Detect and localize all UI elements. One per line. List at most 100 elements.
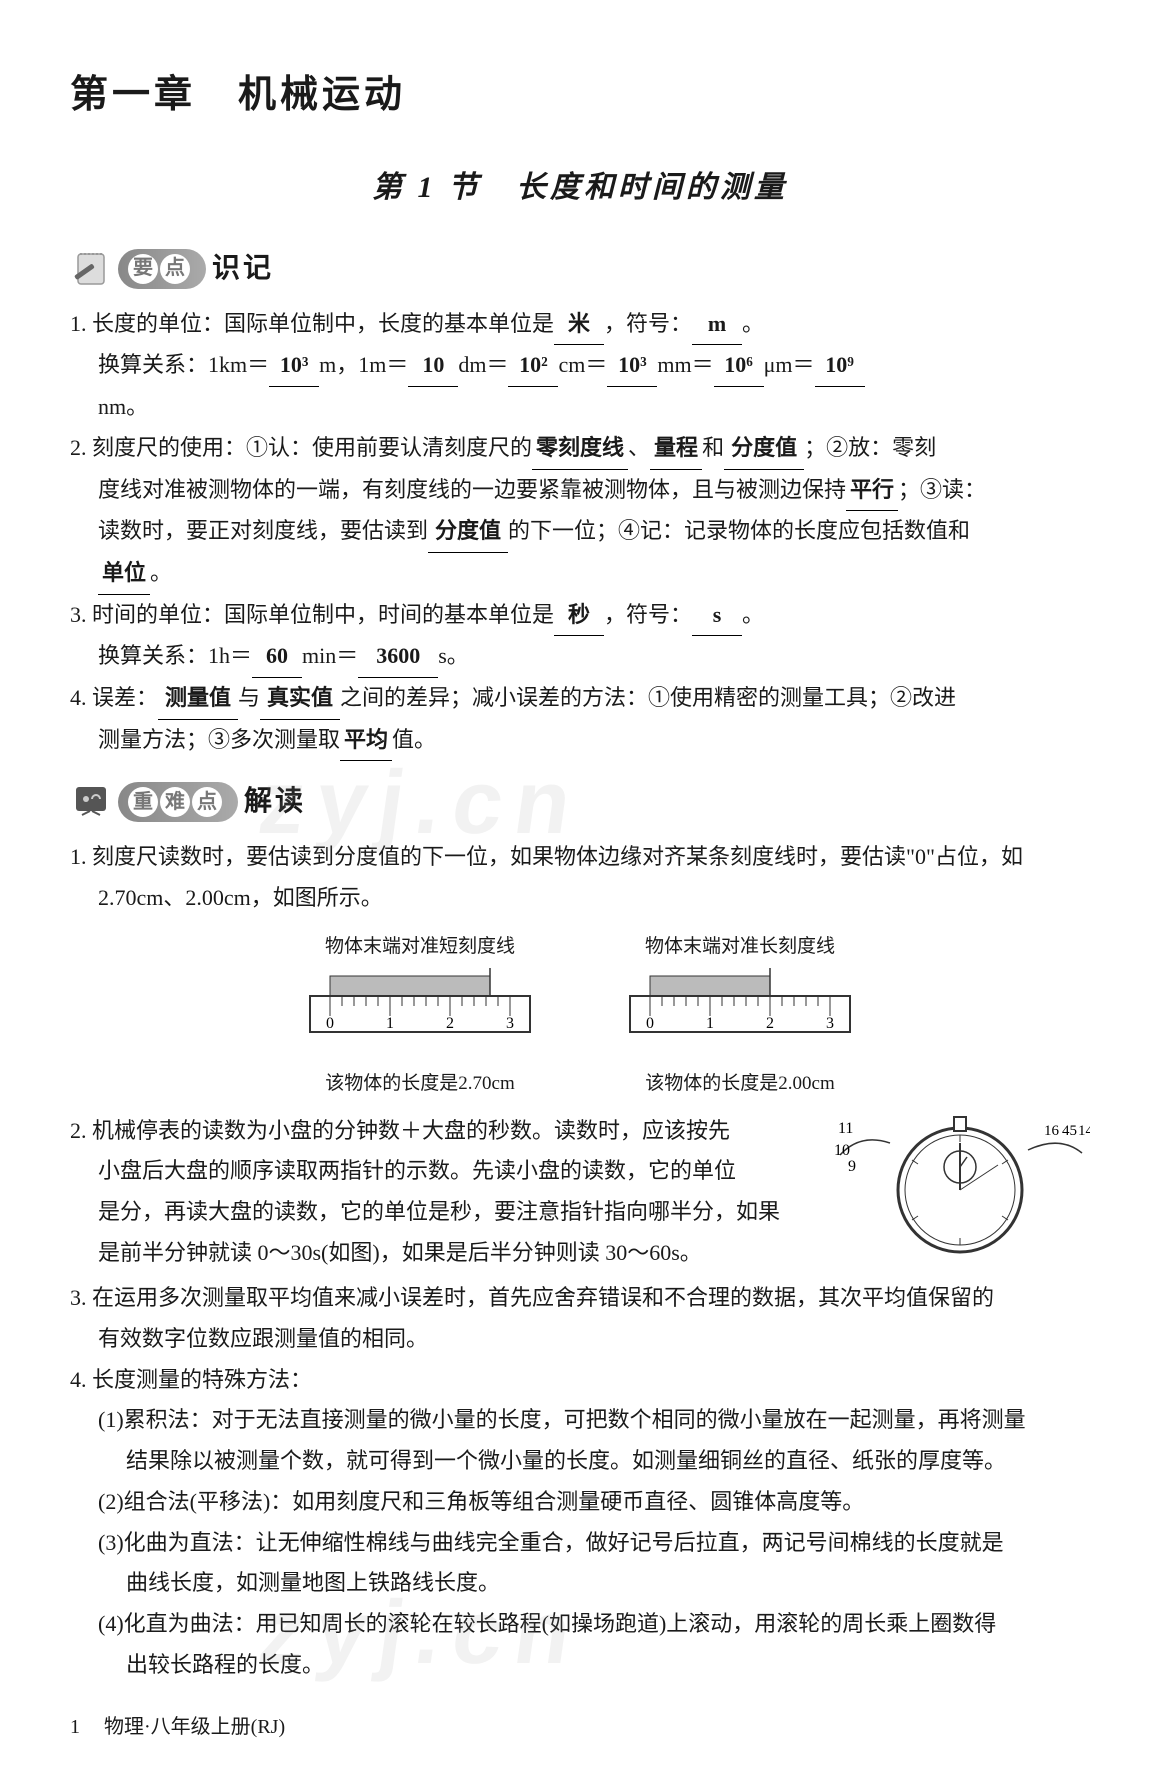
text: min＝ xyxy=(302,643,358,668)
memo-badge: 要 点 xyxy=(118,249,206,289)
notepad-icon xyxy=(70,248,112,290)
text: μm＝ xyxy=(764,352,815,377)
svg-text:1: 1 xyxy=(386,1015,394,1032)
blank: 10 xyxy=(408,345,458,387)
text: 出较长路程的长度。 xyxy=(126,1652,324,1677)
caption: 物体末端对准短刻度线 xyxy=(300,929,540,964)
text: (3)化曲为直法：让无伸缩性棉线与曲线完全重合，做好记号后拉直，两记号间棉线的长… xyxy=(98,1530,1004,1555)
blank: 量程 xyxy=(650,428,702,470)
text: 的下一位；④记：记录物体的长度应包括数值和 xyxy=(508,518,970,543)
text: ，符号： xyxy=(604,311,692,336)
text: 3. 时间的单位：国际单位制中，时间的基本单位是 xyxy=(70,602,554,627)
text: cm＝ xyxy=(558,352,607,377)
svg-text:0: 0 xyxy=(326,1015,334,1032)
blank: s xyxy=(692,595,742,637)
text: 1. 刻度尺读数时，要估读到分度值的下一位，如果物体边缘对齐某条刻度线时，要估读… xyxy=(70,844,1023,869)
text: 曲线长度，如测量地图上铁路线长度。 xyxy=(126,1570,500,1595)
text: 值。 xyxy=(392,727,436,752)
footer-text: 物理·八年级上册(RJ) xyxy=(104,1709,285,1746)
key-header: 重 难 点 解读 xyxy=(70,779,1090,825)
text: ；②放：零刻 xyxy=(804,435,936,460)
badge-char: 要 xyxy=(128,254,158,284)
blank: 分度值 xyxy=(428,511,508,553)
caption: 物体末端对准长刻度线 xyxy=(620,929,860,964)
text: 是前半分钟就读 0～30s(如图)，如果是后半分钟则读 30～60s。 xyxy=(98,1240,702,1265)
svg-text:2: 2 xyxy=(766,1015,774,1032)
blank: 米 xyxy=(554,304,604,346)
text: (4)化直为曲法：用已知周长的滚轮在较长路程(如操场跑道)上滚动，用滚轮的周长乘… xyxy=(98,1611,996,1636)
text: 2. 机械停表的读数为小盘的分钟数＋大盘的秒数。读数时，应该按先 xyxy=(70,1118,730,1143)
ruler-left: 物体末端对准短刻度线 0 1 2 3 该物体的长度是2.70cm xyxy=(300,929,540,1101)
blank: 平均 xyxy=(340,720,392,762)
ruler-svg: 0 1 2 3 xyxy=(300,968,540,1048)
svg-text:9: 9 xyxy=(848,1158,856,1175)
text: 2.70cm、2.00cm，如图所示。 xyxy=(98,885,383,910)
blank: 单位 xyxy=(98,553,150,595)
blank: m xyxy=(692,304,742,346)
key-suffix: 解读 xyxy=(244,776,306,828)
blank: 秒 xyxy=(554,595,604,637)
text: 小盘后大盘的顺序读取两指针的示数。先读小盘的读数，它的单位 xyxy=(98,1158,736,1183)
blank: 10⁶ xyxy=(714,345,764,387)
text: 与 xyxy=(238,685,260,710)
text: 4. 误差： xyxy=(70,685,158,710)
text: 之间的差异；减小误差的方法：①使用精密的测量工具；②改进 xyxy=(340,685,956,710)
section-title: 第 1 节 长度和时间的测量 xyxy=(70,160,1090,216)
memo-suffix: 识记 xyxy=(212,243,274,295)
text: 、 xyxy=(628,435,650,460)
svg-text:3: 3 xyxy=(506,1015,514,1032)
blank: 3600 xyxy=(358,636,438,678)
text: 换算关系：1h＝ xyxy=(98,643,252,668)
text: 。 xyxy=(150,560,172,585)
text: 3. 在运用多次测量取平均值来减小误差时，首先应舍弃错误和不合理的数据，其次平均… xyxy=(70,1285,994,1310)
ruler-diagrams: 物体末端对准短刻度线 0 1 2 3 该物体的长度是2.70cm xyxy=(70,929,1090,1101)
svg-text:14: 14 xyxy=(1078,1123,1090,1139)
text: nm。 xyxy=(98,394,148,419)
text: s。 xyxy=(438,643,469,668)
memo-header: 要 点 识记 xyxy=(70,246,1090,292)
text: 是分，再读大盘的读数，它的单位是秒，要注意指针指向哪半分，如果 xyxy=(98,1199,780,1224)
memo-content: 1. 长度的单位：国际单位制中，长度的基本单位是米，符号：m。 换算关系：1km… xyxy=(70,304,1090,762)
text: 换算关系：1km＝ xyxy=(98,352,269,377)
ruler-svg: 0 1 2 3 xyxy=(620,968,860,1048)
blank: 10³ xyxy=(269,345,319,387)
blank: 零刻度线 xyxy=(532,428,628,470)
caption: 该物体的长度是2.70cm xyxy=(300,1066,540,1101)
svg-text:3: 3 xyxy=(826,1015,834,1032)
text: 读数时，要正对刻度线，要估读到 xyxy=(98,518,428,543)
svg-text:16: 16 xyxy=(1044,1123,1060,1139)
key-content: 1. 刻度尺读数时，要估读到分度值的下一位，如果物体边缘对齐某条刻度线时，要估读… xyxy=(70,837,1090,1685)
blank: 10² xyxy=(508,345,558,387)
text: 。 xyxy=(742,311,764,336)
key-badge: 重 难 点 xyxy=(118,782,238,822)
text: 结果除以被测量个数，就可得到一个微小量的长度。如测量细铜丝的直径、纸张的厚度等。 xyxy=(126,1448,1006,1473)
text: 有效数字位数应跟测量值的相同。 xyxy=(98,1326,428,1351)
text: ，符号： xyxy=(604,602,692,627)
text: (2)组合法(平移法)：如用刻度尺和三角板等组合测量硬币直径、圆锥体高度等。 xyxy=(98,1489,864,1514)
caption: 该物体的长度是2.00cm xyxy=(620,1066,860,1101)
svg-text:11: 11 xyxy=(838,1120,853,1137)
badge-char: 点 xyxy=(160,254,190,284)
svg-text:10: 10 xyxy=(834,1142,850,1159)
svg-text:0: 0 xyxy=(646,1015,654,1032)
badge-char: 难 xyxy=(160,787,190,817)
badge-char: 点 xyxy=(192,787,222,817)
text: ；③读： xyxy=(898,477,986,502)
text: 2. 刻度尺的使用：①认：使用前要认清刻度尺的 xyxy=(70,435,532,460)
text: 1. 长度的单位：国际单位制中，长度的基本单位是 xyxy=(70,311,554,336)
text: 4. 长度测量的特殊方法： xyxy=(70,1367,312,1392)
chapter-title: 第一章 机械运动 xyxy=(70,60,1090,130)
blank: 60 xyxy=(252,636,302,678)
page-number: 1 xyxy=(70,1709,80,1746)
svg-text:2: 2 xyxy=(446,1015,454,1032)
blank: 分度值 xyxy=(724,428,804,470)
text: 测量方法；③多次测量取 xyxy=(98,727,340,752)
badge-char: 重 xyxy=(128,787,158,817)
blank: 真实值 xyxy=(260,678,340,720)
text: m，1m＝ xyxy=(319,352,408,377)
text: 。 xyxy=(742,602,764,627)
svg-text:45: 45 xyxy=(1062,1123,1077,1139)
text: (1)累积法：对于无法直接测量的微小量的长度，可把数个相同的微小量放在一起测量，… xyxy=(98,1407,1026,1432)
blank: 平行 xyxy=(846,470,898,512)
text: 度线对准被测物体的一端，有刻度线的一边要紧靠被测物体，且与被测边保持 xyxy=(98,477,846,502)
